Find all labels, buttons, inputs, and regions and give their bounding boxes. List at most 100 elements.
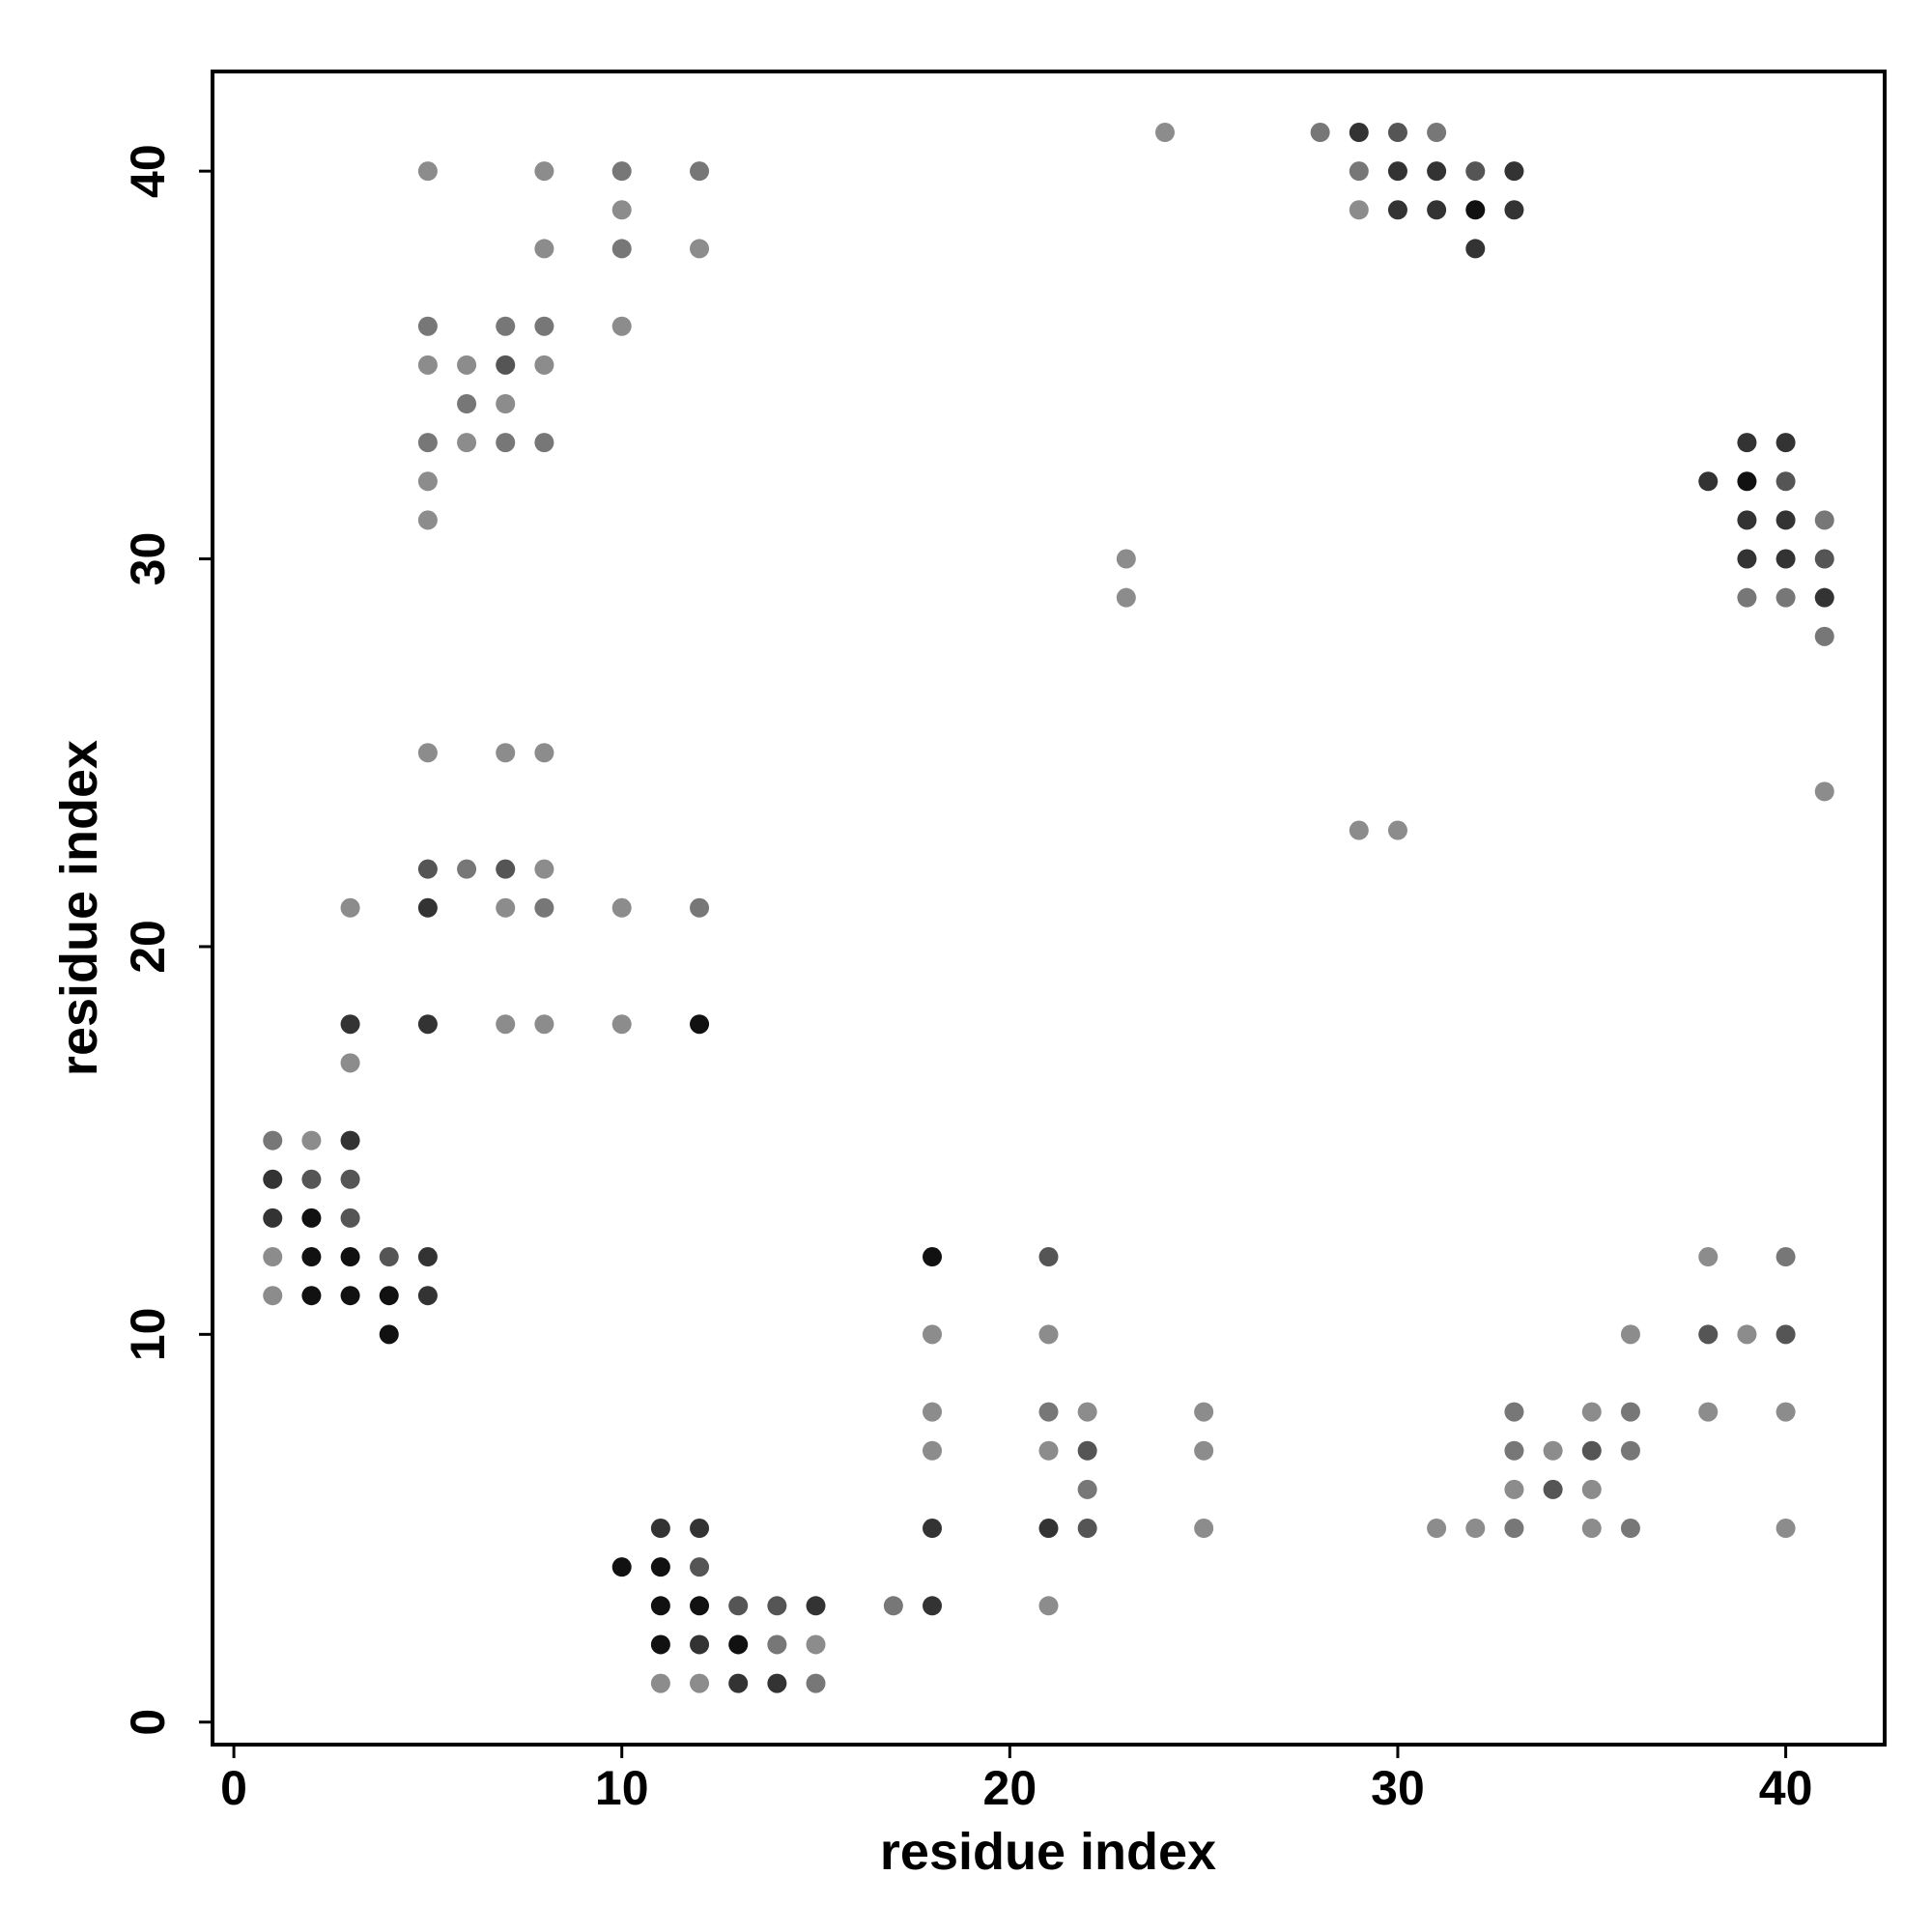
point xyxy=(767,1673,787,1693)
point xyxy=(457,393,477,413)
point xyxy=(767,1596,787,1616)
point xyxy=(1698,1247,1719,1267)
point xyxy=(767,1634,787,1655)
point xyxy=(1504,200,1524,220)
point xyxy=(1504,1519,1524,1539)
point xyxy=(1387,123,1407,143)
point xyxy=(923,1440,943,1461)
point xyxy=(417,1247,438,1267)
point xyxy=(1387,820,1407,840)
point xyxy=(379,1286,399,1306)
point xyxy=(1077,1479,1097,1499)
point xyxy=(1038,1440,1059,1461)
point xyxy=(263,1286,283,1306)
point xyxy=(690,1673,710,1693)
point xyxy=(263,1130,283,1151)
point xyxy=(923,1402,943,1422)
point xyxy=(1737,587,1757,608)
y-axis-label: residue index xyxy=(50,740,108,1076)
point xyxy=(1581,1519,1602,1539)
point xyxy=(923,1324,943,1345)
point xyxy=(417,897,438,918)
point xyxy=(340,1247,360,1267)
point xyxy=(650,1557,670,1577)
point xyxy=(457,355,477,375)
point xyxy=(1077,1519,1097,1539)
point xyxy=(417,161,438,182)
point xyxy=(263,1169,283,1189)
point xyxy=(1116,549,1136,569)
point xyxy=(728,1596,749,1616)
point xyxy=(1814,626,1834,646)
point xyxy=(1737,471,1757,492)
point xyxy=(417,471,438,492)
point xyxy=(301,1130,322,1151)
point xyxy=(1038,1596,1059,1616)
point xyxy=(340,897,360,918)
point xyxy=(1504,161,1524,182)
point xyxy=(340,1053,360,1073)
point xyxy=(1776,471,1796,492)
point xyxy=(496,393,516,413)
point xyxy=(1194,1440,1214,1461)
point xyxy=(611,897,632,918)
point xyxy=(690,1014,710,1035)
point xyxy=(1776,1324,1796,1345)
point xyxy=(1737,549,1757,569)
point xyxy=(1038,1402,1059,1422)
point xyxy=(263,1247,283,1267)
point xyxy=(1038,1519,1059,1539)
point xyxy=(1465,1519,1486,1539)
point xyxy=(923,1519,943,1539)
point xyxy=(340,1130,360,1151)
point xyxy=(301,1169,322,1189)
point xyxy=(301,1208,322,1228)
point xyxy=(690,239,710,259)
point xyxy=(496,897,516,918)
point xyxy=(1737,510,1757,530)
point xyxy=(417,1014,438,1035)
point xyxy=(496,355,516,375)
point xyxy=(496,1014,516,1035)
point xyxy=(301,1247,322,1267)
point xyxy=(1349,200,1369,220)
point xyxy=(1814,781,1834,802)
point xyxy=(496,316,516,336)
point xyxy=(1504,1479,1524,1499)
point xyxy=(650,1519,670,1539)
point xyxy=(1543,1479,1563,1499)
point xyxy=(1698,1402,1719,1422)
y-tick-label: 40 xyxy=(121,144,175,198)
point xyxy=(728,1634,749,1655)
point xyxy=(611,200,632,220)
point xyxy=(301,1286,322,1306)
point xyxy=(923,1596,943,1616)
point xyxy=(1620,1324,1640,1345)
point xyxy=(1814,549,1834,569)
point xyxy=(496,743,516,763)
point xyxy=(1776,510,1796,530)
point xyxy=(1427,1519,1447,1539)
point xyxy=(340,1169,360,1189)
point xyxy=(1620,1440,1640,1461)
point xyxy=(1194,1519,1214,1539)
point xyxy=(1776,1247,1796,1267)
x-tick-label: 0 xyxy=(220,1761,247,1815)
point xyxy=(534,743,554,763)
point xyxy=(611,161,632,182)
point xyxy=(1116,587,1136,608)
point xyxy=(1465,161,1486,182)
point xyxy=(417,355,438,375)
point xyxy=(534,1014,554,1035)
point xyxy=(1620,1519,1640,1539)
point xyxy=(534,161,554,182)
point xyxy=(1349,123,1369,143)
point xyxy=(263,1208,283,1228)
x-tick-label: 10 xyxy=(595,1761,649,1815)
point xyxy=(1387,161,1407,182)
plot-frame xyxy=(211,70,1887,1747)
point xyxy=(1737,433,1757,453)
point xyxy=(806,1634,826,1655)
point xyxy=(340,1208,360,1228)
